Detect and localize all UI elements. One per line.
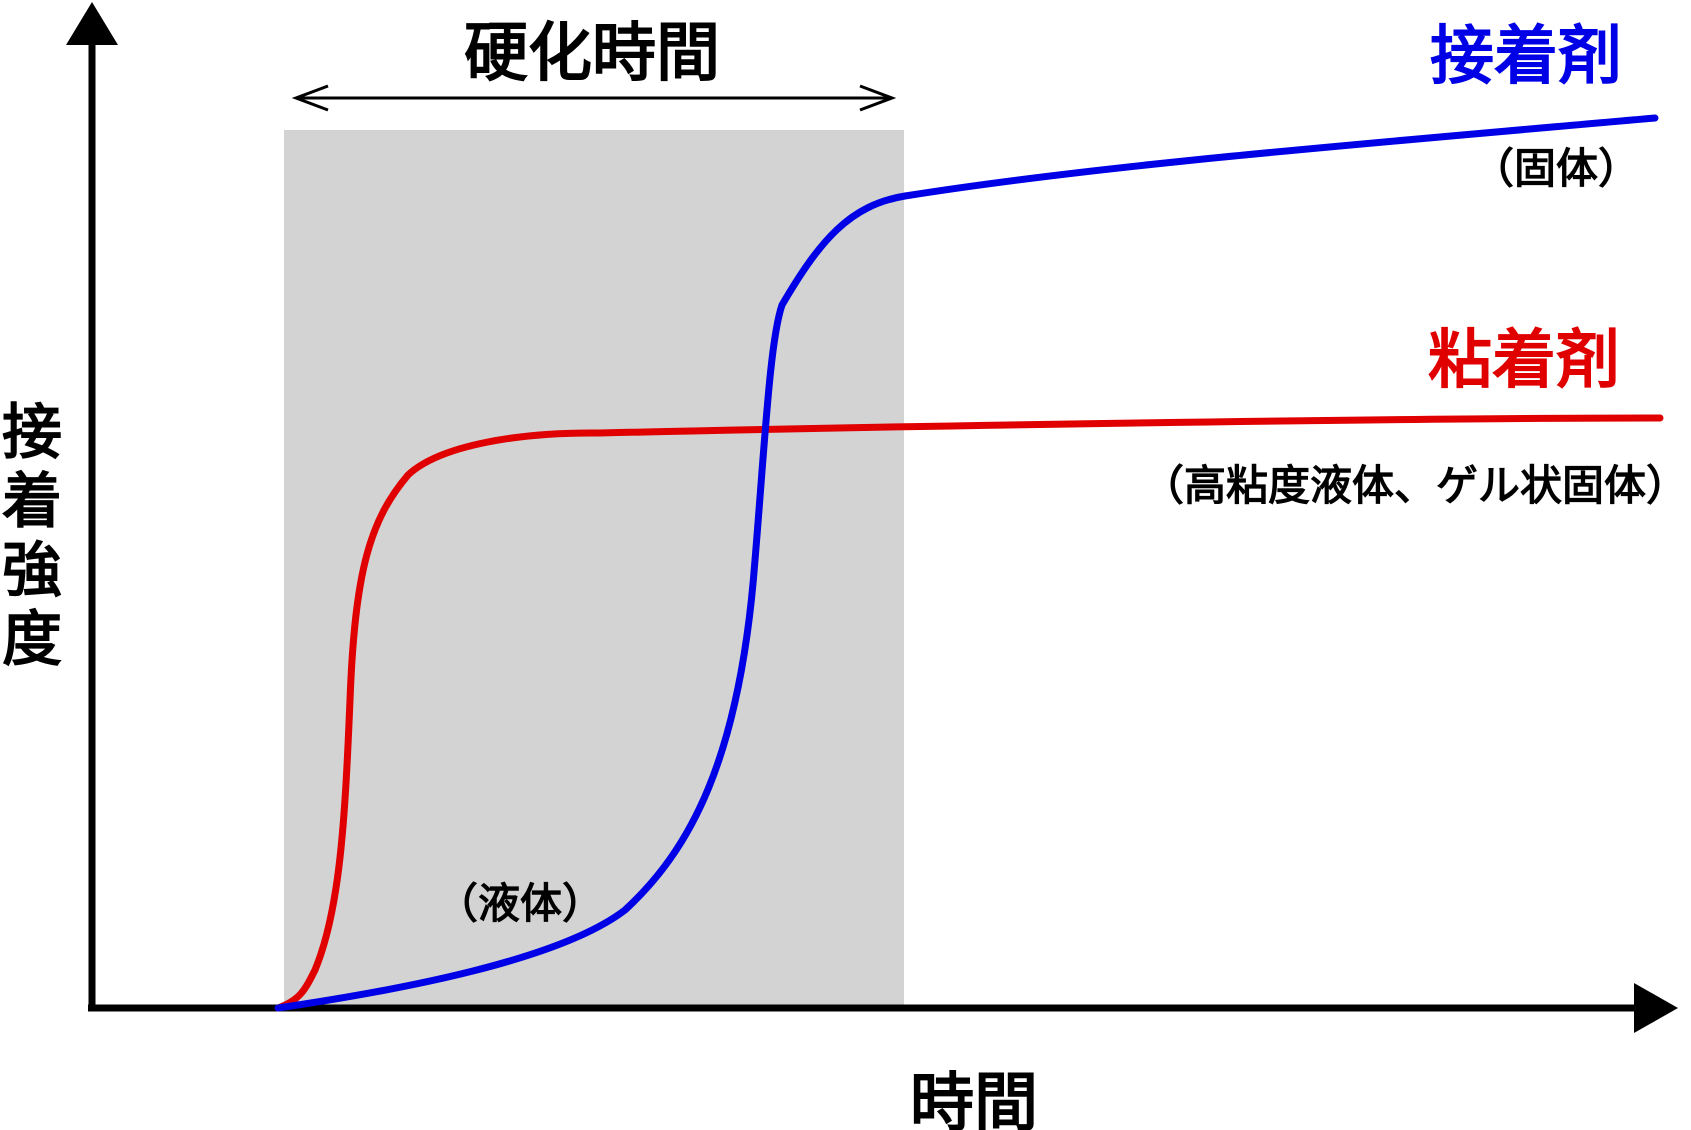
adhesive-label: 接着剤 [1430,20,1622,94]
pressure-sensitive-state-note: （高粘度液体、ゲル状固体） [1142,461,1688,510]
adhesive-state-note: （固体） [1472,144,1640,193]
pressure-sensitive-curve [274,414,1664,1012]
curing-time-arrow-right-head [859,84,897,112]
y-axis-label-char-2: 着 [2,467,62,537]
pressure-sensitive-label: 粘着剤 [1428,324,1620,398]
curing-time-label: 硬化時間 [464,17,720,91]
y-axis-label: 接 着 強 度 [2,398,62,675]
x-axis-arrowhead [1634,983,1678,1033]
y-axis-label-char-3: 強 [2,536,62,606]
adhesive-curve [274,114,1659,1012]
liquid-note: （液体） [436,879,604,928]
y-axis-arrowhead [66,2,118,45]
y-axis-label-char-1: 接 [2,398,62,468]
x-axis-label: 時間 [910,1067,1038,1130]
curing-time-arrow-left-head [291,84,329,112]
y-axis-label-char-4: 度 [2,605,62,675]
